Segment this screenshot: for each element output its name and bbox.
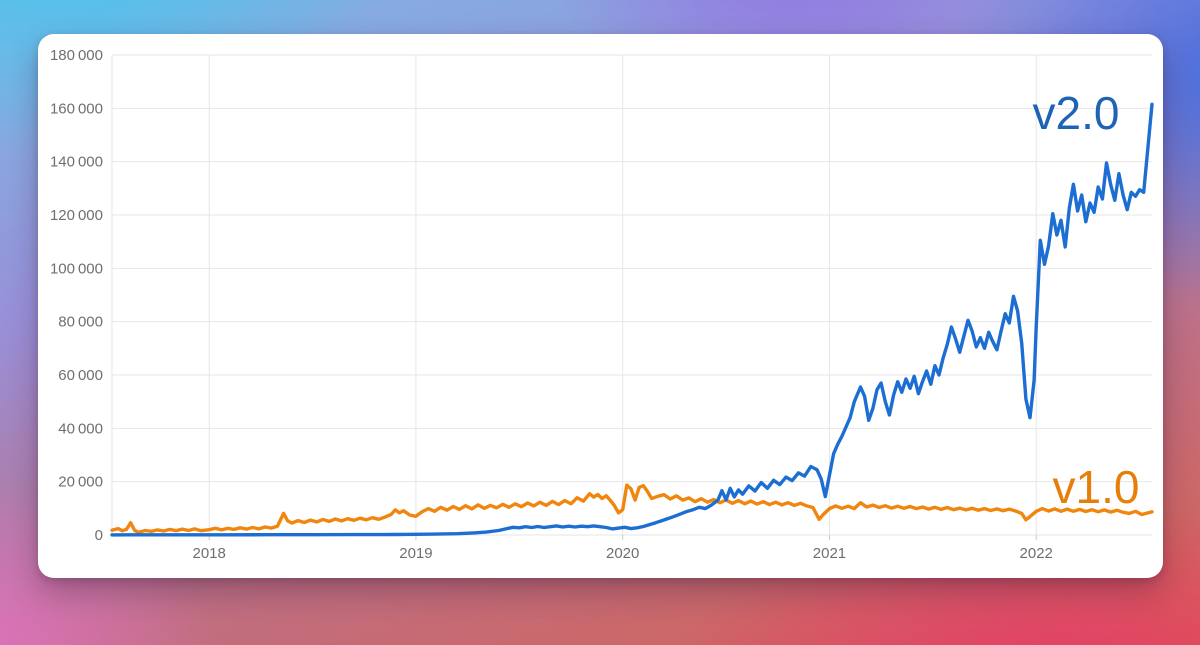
- y-tick-label: 120 000: [50, 207, 103, 224]
- y-tick-label: 0: [95, 527, 103, 544]
- y-tick-label: 40 000: [58, 420, 103, 437]
- y-tick-label: 80 000: [58, 314, 103, 331]
- y-tick-label: 160 000: [50, 100, 103, 117]
- y-tick-label: 180 000: [50, 47, 103, 64]
- y-tick-label: 140 000: [50, 154, 103, 171]
- y-tick-label: 20 000: [58, 474, 103, 491]
- series-label-v2: v2.0: [1032, 87, 1120, 139]
- series-label-v1: v1.0: [1052, 461, 1140, 513]
- y-tick-label: 60 000: [58, 367, 103, 384]
- x-tick-label: 2022: [1020, 545, 1053, 562]
- series-line-v1.0: [110, 483, 1154, 534]
- line-chart: 0 20 000 40 000 60 000 80 000 100 000 120 000 1…: [50, 47, 1154, 562]
- series-line-v2.0: [110, 102, 1154, 537]
- y-tick-label: 100 000: [50, 260, 103, 277]
- x-tick-label: 2019: [399, 545, 432, 562]
- x-tick-label: 2021: [813, 545, 846, 562]
- x-tick-label: 2020: [606, 545, 639, 562]
- chart-card: 0 20 000 40 000 60 000 80 000 100 000 120 000 1…: [38, 34, 1163, 578]
- y-gridlines: 0 20 000 40 000 60 000 80 000 100 000 120 000 1…: [50, 47, 1152, 544]
- x-tick-label: 2018: [192, 545, 225, 562]
- x-gridlines: 2018 2019 2020 2021 2022: [111, 55, 1053, 562]
